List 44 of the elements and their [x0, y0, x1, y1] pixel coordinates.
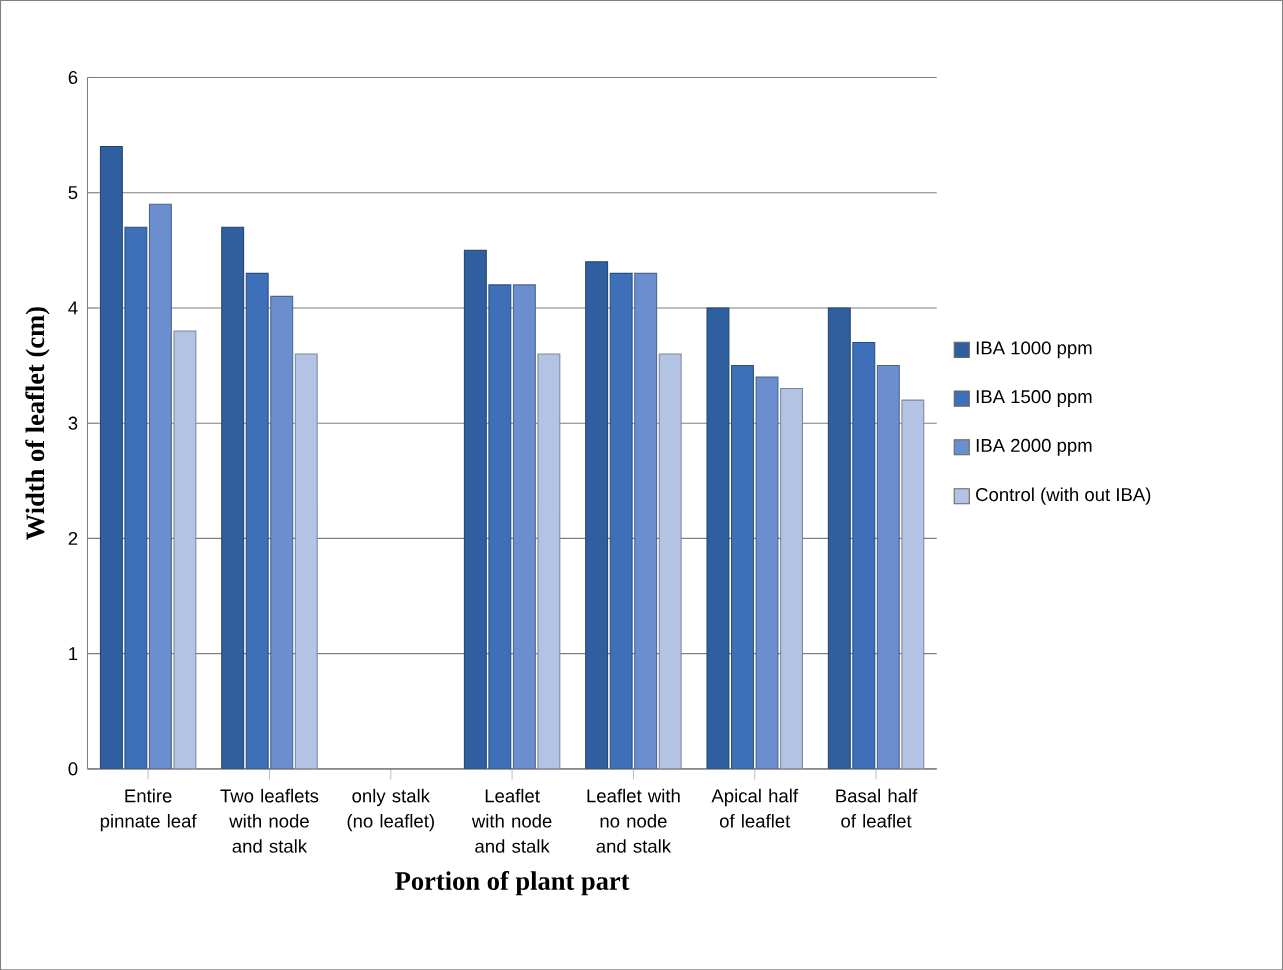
y-tick-label: 0 [68, 762, 78, 776]
bar [512, 284, 536, 769]
x-tick-label: Leaflet with no node and stalk [587, 788, 680, 853]
bar [585, 261, 609, 769]
bar [124, 226, 148, 769]
bar [537, 353, 561, 769]
bar [609, 272, 633, 769]
bar [488, 284, 512, 769]
bar [852, 341, 876, 769]
x-tick-label: Basal half of leaflet [836, 788, 918, 828]
bar [876, 364, 900, 769]
y-tick-label: 4 [68, 301, 78, 315]
bar [148, 203, 172, 769]
x-tick-label: only stalk (no leaflet) [347, 788, 434, 832]
x-tick-label: Leaflet with node and stalk [471, 788, 552, 853]
bar [658, 353, 682, 769]
bar [634, 272, 658, 769]
y-axis-title: Width of leaflet (cm) [25, 307, 50, 540]
bar [294, 353, 318, 769]
bar [780, 387, 803, 769]
bar [99, 145, 123, 769]
bar [706, 307, 730, 769]
legend-label: Control (with out IBA) [976, 487, 1151, 505]
y-tick-label: 6 [68, 70, 78, 84]
bar [901, 399, 925, 769]
bar [173, 330, 197, 769]
legend-label: IBA 1500 ppm [976, 390, 1092, 407]
legend-label: IBA 1000 ppm [976, 341, 1092, 359]
y-tick-label: 2 [68, 531, 78, 545]
x-axis-title: Portion of plant part [395, 870, 630, 896]
bar [270, 295, 294, 769]
bar [731, 364, 754, 769]
x-tick-label: Two leaflets with node and stalk [220, 788, 319, 853]
bar [221, 226, 245, 769]
bar [755, 376, 779, 769]
y-tick-label: 3 [68, 416, 78, 430]
bar [827, 307, 851, 769]
x-tick-label: Apical half of leaflet [711, 788, 799, 828]
x-tick-label: Entire pinnate leaf [100, 788, 197, 832]
bar [463, 249, 487, 769]
bar [245, 272, 269, 769]
y-tick-label: 1 [69, 647, 78, 660]
legend-label: IBA 2000 ppm [976, 438, 1092, 456]
y-tick-label: 5 [68, 186, 78, 200]
